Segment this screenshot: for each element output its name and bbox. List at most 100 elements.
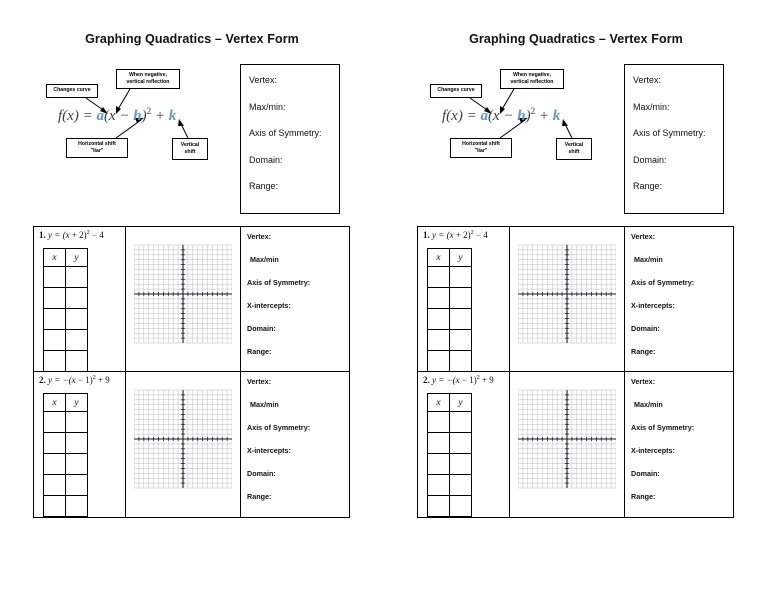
table-row[interactable] — [427, 350, 472, 372]
formula-var-k: k — [168, 108, 177, 124]
formula-prefix: f(x) = — [442, 108, 481, 124]
xy-header-x: x — [43, 393, 66, 412]
table-row[interactable] — [427, 495, 472, 517]
callout-when-negative-line1: When negative, — [512, 71, 552, 78]
xy-cell-x[interactable] — [427, 287, 450, 309]
xy-cell-x[interactable] — [427, 329, 450, 351]
problem-1-xy-table[interactable]: x y — [427, 248, 472, 372]
problem-1-graph-cell — [510, 227, 625, 371]
xy-cell-y[interactable] — [449, 474, 472, 496]
xy-cell-x[interactable] — [43, 474, 66, 496]
coordinate-grid[interactable] — [134, 241, 232, 347]
xy-cell-y[interactable] — [65, 453, 88, 475]
xy-cell-y[interactable] — [65, 411, 88, 433]
xy-cell-x[interactable] — [427, 474, 450, 496]
xy-cell-y[interactable] — [449, 411, 472, 433]
xy-cell-y[interactable] — [449, 266, 472, 288]
problem-2-xy-table[interactable]: x y — [427, 393, 472, 517]
problem-1-equation: 1. y = (x + 2)2 − 4 — [423, 230, 488, 240]
answer-label-range: Range: — [631, 347, 656, 356]
xy-cell-x[interactable] — [43, 329, 66, 351]
problem-2-mid: − 1) — [459, 375, 477, 385]
table-row[interactable] — [427, 432, 472, 454]
xy-cell-x[interactable] — [43, 266, 66, 288]
table-row[interactable] — [427, 411, 472, 433]
answer-label-domain: Domain: — [631, 324, 660, 333]
worksheet-half-left: Graphing Quadratics – Vertex Form Change… — [33, 32, 350, 518]
callout-vertical-shift-line2: shift — [184, 149, 196, 155]
problem-2-equation-cell: 2. y = −(x − 1)2 + 9 x y — [34, 372, 126, 517]
table-row[interactable] — [43, 411, 88, 433]
table-row[interactable] — [43, 350, 88, 372]
xy-cell-x[interactable] — [427, 308, 450, 330]
problem-1-mid: + 2) — [69, 230, 87, 240]
table-row[interactable] — [427, 266, 472, 288]
xy-cell-x[interactable] — [427, 411, 450, 433]
xy-cell-x[interactable] — [427, 266, 450, 288]
xy-cell-y[interactable] — [65, 474, 88, 496]
problem-2-var: x — [455, 375, 460, 385]
problem-2-xy-table[interactable]: x y — [43, 393, 88, 517]
table-row[interactable] — [43, 453, 88, 475]
xy-cell-x[interactable] — [43, 453, 66, 475]
xy-cell-y[interactable] — [65, 495, 88, 517]
xy-cell-y[interactable] — [449, 308, 472, 330]
property-label-range: Range: — [633, 181, 663, 191]
worksheet-table: 1. y = (x + 2)2 − 4 x y — [33, 226, 350, 518]
table-row[interactable] — [427, 453, 472, 475]
callout-when-negative-line1: When negative, — [128, 71, 168, 78]
callout-horizontal-shift: Horizontal shift "liar" — [66, 138, 128, 158]
problem-1-exponent: 2 — [86, 230, 90, 236]
coordinate-grid[interactable] — [134, 386, 232, 492]
table-row[interactable] — [427, 308, 472, 330]
table-row[interactable] — [427, 287, 472, 309]
answer-label-axis-of-symmetry: Axis of Symmetry: — [247, 278, 311, 287]
xy-cell-y[interactable] — [449, 453, 472, 475]
table-row[interactable] — [43, 308, 88, 330]
xy-cell-y[interactable] — [65, 350, 88, 372]
table-row[interactable] — [43, 495, 88, 517]
answer-label-maxmin: Max/min — [634, 255, 663, 264]
problem-row-1: 1. y = (x + 2)2 − 4 x y — [418, 227, 733, 372]
table-row[interactable] — [427, 329, 472, 351]
xy-cell-x[interactable] — [43, 495, 66, 517]
problem-1-xy-table[interactable]: x y — [43, 248, 88, 372]
xy-cell-y[interactable] — [449, 287, 472, 309]
coordinate-grid[interactable] — [518, 241, 616, 347]
xy-cell-y[interactable] — [65, 287, 88, 309]
xy-cell-y[interactable] — [449, 495, 472, 517]
callout-when-negative-line2: vertical reflection — [126, 79, 170, 85]
xy-cell-y[interactable] — [65, 432, 88, 454]
callout-changes-curve: Changes curve — [430, 84, 482, 98]
problem-1-equation-cell: 1. y = (x + 2)2 − 4 x y — [418, 227, 510, 372]
answer-label-vertex: Vertex: — [631, 232, 655, 241]
xy-cell-x[interactable] — [427, 453, 450, 475]
xy-cell-x[interactable] — [43, 308, 66, 330]
xy-cell-y[interactable] — [449, 329, 472, 351]
xy-cell-x[interactable] — [427, 350, 450, 372]
xy-cell-x[interactable] — [427, 495, 450, 517]
coordinate-grid[interactable] — [518, 386, 616, 492]
property-label-maxmin: Max/min: — [249, 101, 286, 112]
xy-cell-y[interactable] — [449, 350, 472, 372]
xy-cell-x[interactable] — [43, 287, 66, 309]
table-row[interactable] — [43, 432, 88, 454]
answer-label-range: Range: — [247, 492, 272, 501]
diagram-arrows — [469, 88, 573, 139]
table-row[interactable] — [427, 474, 472, 496]
xy-cell-x[interactable] — [43, 411, 66, 433]
xy-cell-x[interactable] — [427, 432, 450, 454]
table-row[interactable] — [43, 287, 88, 309]
xy-header-y: y — [65, 248, 88, 267]
xy-cell-y[interactable] — [449, 432, 472, 454]
table-row[interactable] — [43, 474, 88, 496]
xy-cell-y[interactable] — [65, 308, 88, 330]
xy-cell-x[interactable] — [43, 350, 66, 372]
table-row[interactable] — [43, 329, 88, 351]
xy-cell-x[interactable] — [43, 432, 66, 454]
table-row[interactable] — [43, 266, 88, 288]
xy-cell-y[interactable] — [65, 329, 88, 351]
answer-label-domain: Domain: — [247, 469, 276, 478]
xy-cell-y[interactable] — [65, 266, 88, 288]
